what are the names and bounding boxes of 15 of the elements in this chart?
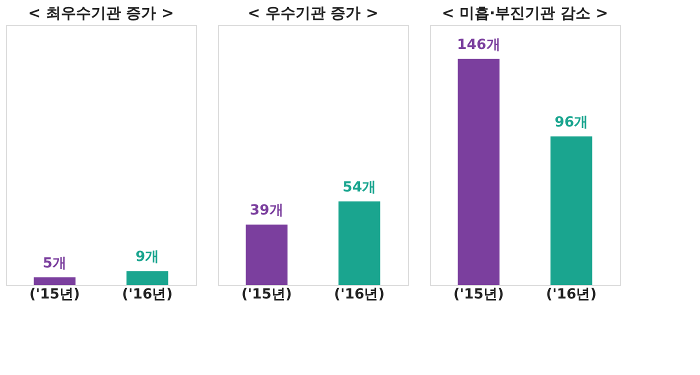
data-label: 146개	[457, 36, 500, 53]
data-label: 9개	[135, 249, 160, 266]
x-tick-label: ('16년)	[334, 286, 385, 302]
chart-title: < 미흡·부진기관 감소 >	[442, 4, 608, 22]
x-tick-label: ('15년)	[29, 286, 80, 302]
data-label: 5개	[42, 255, 67, 272]
chart-title: < 우수기관 증가 >	[248, 4, 378, 22]
x-tick-label: ('15년)	[453, 286, 504, 302]
data-label: 39개	[250, 202, 284, 219]
x-tick-label: ('15년)	[241, 286, 292, 302]
chart-title: < 최우수기관 증가 >	[28, 4, 174, 22]
x-tick-label: ('16년)	[122, 286, 173, 302]
data-label: 96개	[554, 114, 588, 130]
data-label: 54개	[342, 179, 376, 196]
x-tick-label: ('16년)	[546, 286, 597, 302]
